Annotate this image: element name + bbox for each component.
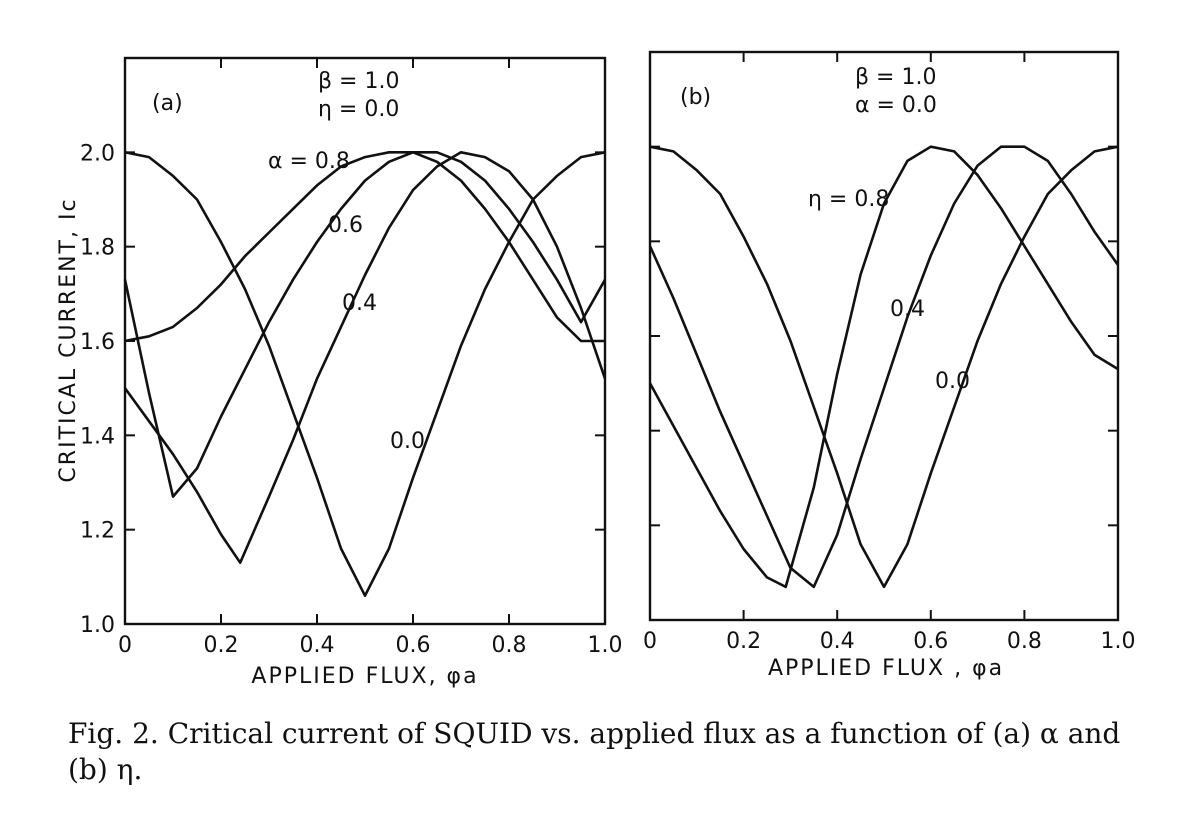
panel-b-annotation-beta: β = 1.0 <box>855 65 936 90</box>
panel-b-series-line-2 <box>648 145 1119 589</box>
panel-a-ticks: 0 0.2 0.4 0.6 0.8 1.0 1.0 1.2 1.4 1.6 1.8 2.0 <box>80 58 623 658</box>
panel-a-x-tick-label: 0.8 <box>492 633 527 658</box>
panel-a-y-tick-label: 1.6 <box>80 330 115 355</box>
panel-a-curve-label-0.4: 0.4 <box>342 291 377 316</box>
panel-b-curves <box>648 145 1120 589</box>
panel-a-label: (a) <box>152 91 183 116</box>
panel-a-y-tick-label: 1.2 <box>80 519 115 544</box>
panel-b-curve-label-0.0: 0.0 <box>935 369 970 394</box>
panel-a-x-tick-label: 0.4 <box>300 633 335 658</box>
panel-a-series-line-3 <box>124 151 605 343</box>
panel-b: 0 0.2 0.4 0.6 0.8 1.0 (b) β = 1.0 α = 0.0 η =… <box>643 50 1136 681</box>
figure: 0 0.2 0.4 0.6 0.8 1.0 1.0 1.2 1.4 1.6 1.8 2.0 (a) β… <box>56 50 1136 689</box>
panel-a-annotation-beta: β = 1.0 <box>318 69 399 94</box>
panel-a-x-tick-label: 0 <box>118 633 132 658</box>
panel-a-curve-label-0.6: 0.6 <box>328 213 363 238</box>
panel-b-x-axis-label: APPLIED FLUX , φa <box>768 656 1004 681</box>
panel-b-curve-label-0.8: η = 0.8 <box>808 187 889 212</box>
panel-a-series-line-1 <box>123 151 607 564</box>
panel-a-series-line-0 <box>124 151 606 597</box>
panel-b-x-tick-label: 0.4 <box>820 629 855 654</box>
panel-b-x-tick-label: 0 <box>643 629 657 654</box>
panel-a-y-tick-label: 1.0 <box>80 613 115 638</box>
panel-b-label: (b) <box>680 85 711 110</box>
panel-b-x-tick-label: 1.0 <box>1101 629 1136 654</box>
figure-caption: Fig. 2. Critical current of SQUID vs. ap… <box>68 717 1121 786</box>
panel-b-annotation-alpha: α = 0.0 <box>855 93 937 118</box>
panel-b-x-tick-label: 0.6 <box>913 629 948 654</box>
panel-a-frame <box>123 56 607 626</box>
panel-a-y-tick-label: 1.4 <box>80 424 115 449</box>
panel-a-curves <box>123 151 607 597</box>
panel-b-ticks: 0 0.2 0.4 0.6 0.8 1.0 <box>643 52 1136 654</box>
panel-b-series-line-0 <box>649 145 1119 589</box>
panel-a-curve-label-0.0: 0.0 <box>390 429 425 454</box>
panel-b-curve-label-0.4: 0.4 <box>890 297 925 322</box>
panel-a-x-tick-label: 1.0 <box>588 633 623 658</box>
panel-a-series-line-2 <box>123 151 607 498</box>
panel-b-series-line-1 <box>648 145 1120 589</box>
panel-a-x-tick-label: 0.2 <box>204 633 239 658</box>
panel-a-y-axis-label: CRITICAL CURRENT, Ic <box>56 197 81 482</box>
panel-b-x-tick-label: 0.8 <box>1007 629 1042 654</box>
panel-b-x-tick-label: 0.2 <box>726 629 761 654</box>
panel-a-x-tick-label: 0.6 <box>396 633 431 658</box>
panel-a-y-tick-label: 2.0 <box>80 141 115 166</box>
panel-b-frame <box>648 50 1120 622</box>
panel-a: 0 0.2 0.4 0.6 0.8 1.0 1.0 1.2 1.4 1.6 1.8 2.0 (a) β… <box>56 56 623 689</box>
panel-a-x-axis-label: APPLIED FLUX, φa <box>251 664 478 689</box>
panel-a-y-tick-label: 1.8 <box>80 236 115 261</box>
panel-a-annotation-eta: η = 0.0 <box>318 97 399 122</box>
panel-a-curve-label-0.8: α = 0.8 <box>268 149 350 174</box>
